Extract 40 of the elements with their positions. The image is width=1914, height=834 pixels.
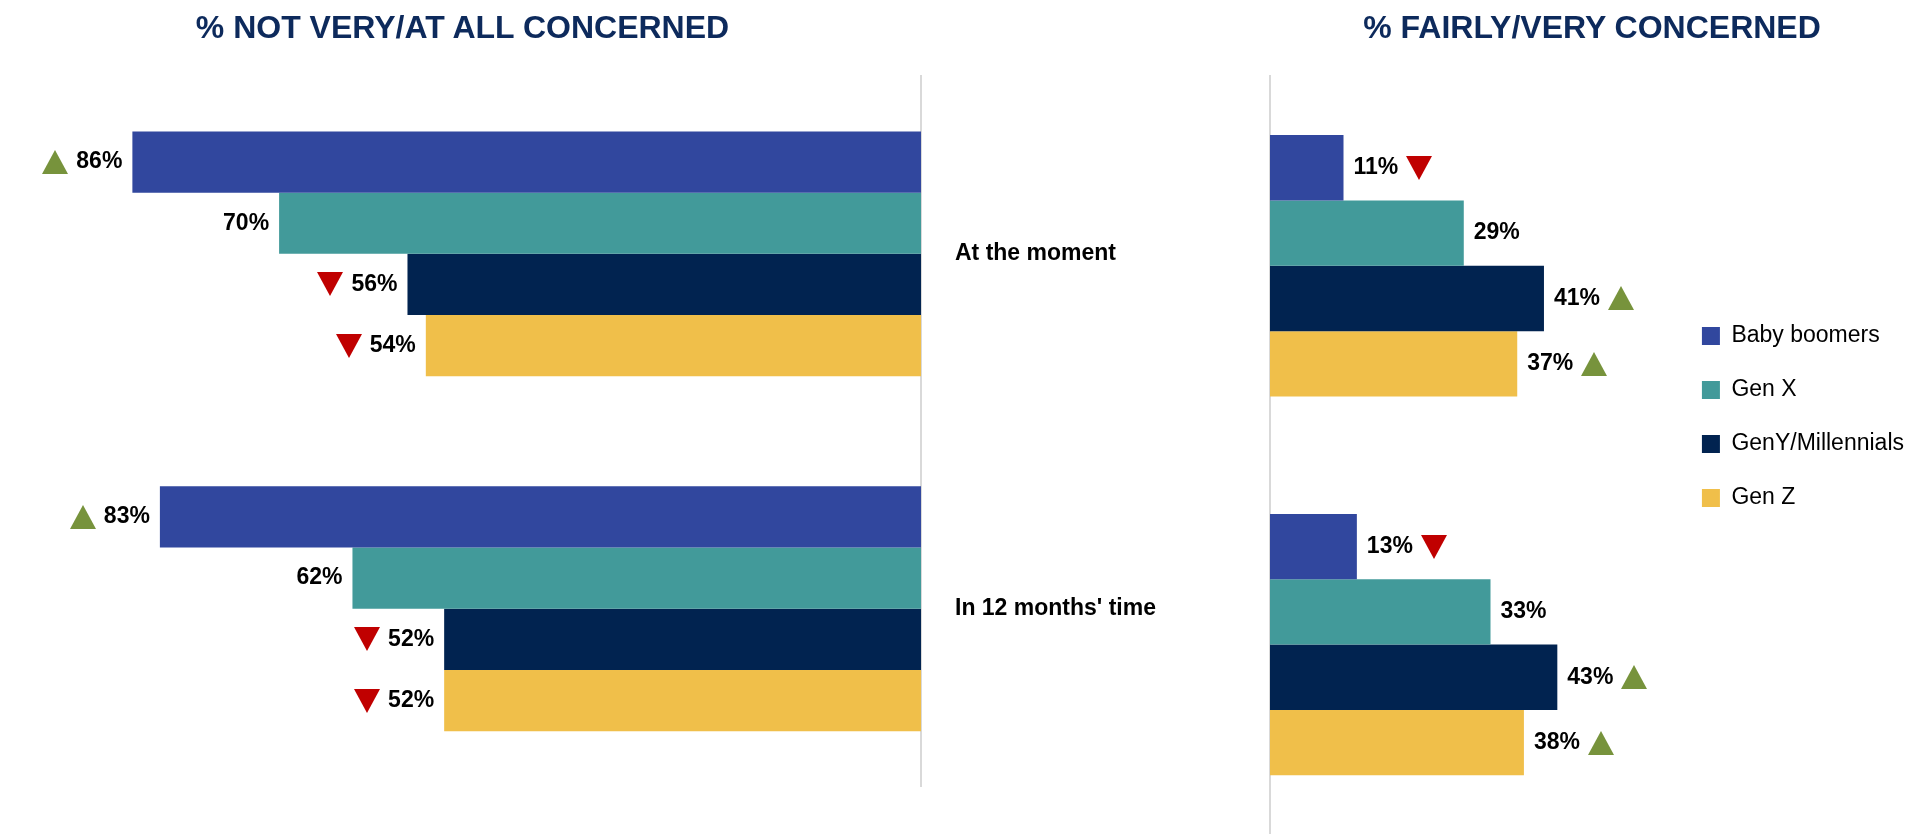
data-label: 54% xyxy=(369,331,416,358)
chart-title: % FAIRLY/VERY CONCERNED xyxy=(1363,9,1821,46)
data-label: 33% xyxy=(1500,597,1547,624)
bar xyxy=(1270,265,1544,332)
bar xyxy=(1270,579,1491,645)
data-label: 62% xyxy=(296,563,343,590)
data-label: 52% xyxy=(388,624,435,651)
bar xyxy=(1270,135,1344,201)
data-label: 41% xyxy=(1553,283,1601,310)
data-label: 52% xyxy=(388,685,435,712)
bar xyxy=(279,192,921,254)
bar xyxy=(1270,644,1558,710)
legend-label: GenY/Millennials xyxy=(1731,429,1905,456)
data-label: 13% xyxy=(1366,531,1413,558)
bar xyxy=(444,669,921,732)
data-label: 37% xyxy=(1527,349,1574,376)
bar xyxy=(1270,513,1357,580)
bar xyxy=(352,547,921,609)
legend-label: Gen Z xyxy=(1731,483,1796,510)
bar xyxy=(407,253,921,316)
bar xyxy=(444,608,921,670)
data-label: 83% xyxy=(103,502,150,529)
data-label: 70% xyxy=(223,208,270,235)
y-tick-label: In 12 months' time xyxy=(955,594,1157,621)
legend-label: Baby boomers xyxy=(1731,321,1880,348)
data-label: 38% xyxy=(1533,727,1580,754)
data-label: 11% xyxy=(1353,153,1399,180)
bar xyxy=(1270,331,1518,397)
bar xyxy=(159,486,921,548)
data-label: 56% xyxy=(351,269,398,296)
data-label: 43% xyxy=(1567,662,1614,689)
bar xyxy=(1270,200,1464,266)
data-label: 86% xyxy=(76,147,123,174)
bar xyxy=(1270,709,1524,776)
legend-label: Gen X xyxy=(1731,375,1797,402)
chart-title: % NOT VERY/AT ALL CONCERNED xyxy=(195,9,730,46)
y-tick-label: At the moment xyxy=(955,239,1117,266)
bar xyxy=(132,131,921,193)
bar xyxy=(425,315,921,377)
data-label: 29% xyxy=(1473,218,1520,245)
